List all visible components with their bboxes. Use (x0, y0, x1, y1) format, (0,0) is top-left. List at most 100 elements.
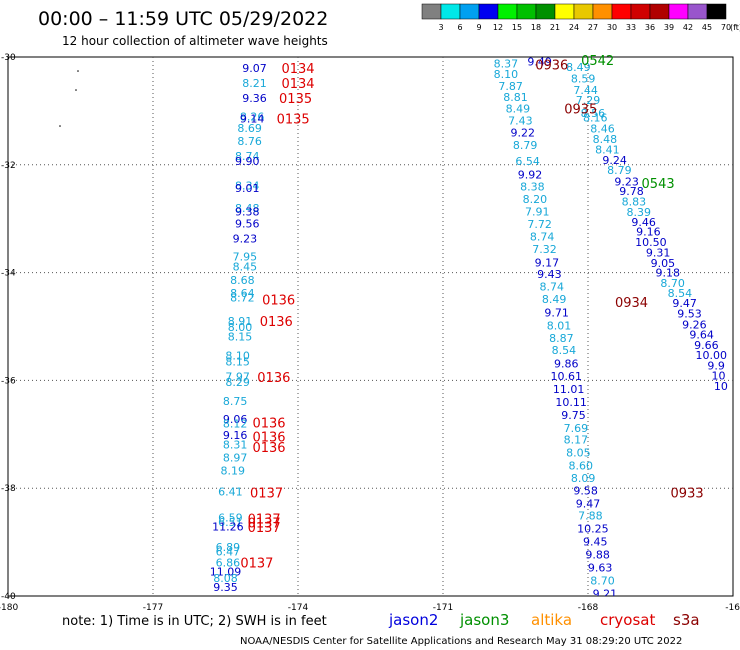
satellite-legend-altika: altika (531, 611, 572, 629)
swh-value-label: 11.26 (212, 520, 244, 533)
swh-value-label: 9.92 (518, 169, 543, 182)
swh-value-label: 11.09 (210, 566, 242, 579)
swh-value-label: 8.37 (494, 57, 519, 70)
swh-value-label: 9.26 (682, 318, 707, 331)
swh-value-label: 7.32 (532, 243, 557, 256)
x-tick-label: -171 (433, 603, 453, 613)
pass-time-label: 0135 (277, 112, 310, 127)
pass-time-label: 0936 (535, 59, 568, 74)
swh-value-label: 8.46 (590, 123, 615, 136)
swh-value-label: 8.41 (595, 144, 620, 157)
swh-value-label: 6.51 (218, 516, 243, 529)
swh-value-label: 8.49 (566, 61, 591, 74)
swh-value-label: 8.68 (230, 274, 255, 287)
swh-value-label: 9.9 (707, 359, 725, 372)
swh-value-label: 10 (712, 370, 726, 383)
swh-value-label: 9.45 (583, 536, 608, 549)
color-scale-label: 6 (457, 23, 462, 32)
swh-value-label: 8.10 (225, 350, 250, 363)
swh-value-label: 8.21 (242, 77, 267, 90)
units-note: note: 1) Time is in UTC; 2) SWH is in fe… (62, 614, 327, 629)
swh-value-label: 9.22 (511, 126, 536, 139)
color-scale-label: 21 (550, 23, 560, 32)
pass-time-label: 0136 (257, 371, 290, 386)
pass-time-label: 0135 (279, 92, 312, 107)
swh-value-label: 10.00 (696, 349, 728, 362)
swh-value-label: 9.90 (235, 155, 260, 168)
swh-value-label: 9.31 (646, 247, 671, 260)
swh-value-label: 9.36 (242, 92, 267, 105)
x-tick-label: -180 (0, 603, 18, 613)
pass-time-label: 0136 (252, 430, 285, 445)
color-scale-swatch (668, 3, 689, 20)
swh-value-label: 10.50 (635, 236, 667, 249)
swh-value-label: 8.70 (660, 277, 685, 290)
swh-value-label: 8.26 (240, 110, 265, 123)
swh-value-label: 9.23 (614, 176, 639, 189)
color-scale-swatch (630, 3, 651, 20)
swh-value-label: 9.23 (233, 233, 258, 246)
color-scale-label: 42 (683, 23, 693, 32)
swh-value-label: 7.72 (527, 218, 552, 231)
swh-value-label: 9.49 (527, 55, 552, 68)
color-scale-label: 39 (664, 23, 674, 32)
swh-value-label: 9.46 (631, 216, 656, 229)
swh-value-label: 8.79 (607, 164, 632, 177)
pass-time-label: 0137 (240, 557, 273, 572)
swh-value-label: 9.64 (689, 329, 714, 342)
color-scale-swatch (573, 3, 594, 20)
pass-time-label: 0136 (252, 416, 285, 431)
pass-time-label: 0935 (564, 103, 597, 118)
swh-value-label: 9.07 (242, 62, 267, 75)
color-scale-label: 33 (626, 23, 636, 32)
credit-line: NOAA/NESDIS Center for Satellite Applica… (240, 636, 682, 647)
swh-value-label: 8.34 (235, 179, 260, 192)
swh-value-label: 8.49 (506, 103, 531, 116)
color-scale-swatch (478, 3, 499, 20)
swh-value-label: 9.38 (235, 206, 260, 219)
swh-value-label: 7.69 (564, 422, 589, 435)
swh-value-label: 10.11 (555, 396, 587, 409)
swh-value-label: 8.75 (223, 395, 248, 408)
color-scale-label: 27 (588, 23, 598, 32)
swh-value-label: 9.58 (573, 484, 598, 497)
swh-value-label: 9.21 (593, 587, 618, 600)
color-scale-label: 9 (476, 23, 481, 32)
swh-value-label: 7.97 (225, 371, 250, 384)
swh-value-label: 7.43 (508, 115, 533, 128)
swh-value-label: 9.71 (544, 306, 569, 319)
pass-time-label: 0134 (281, 62, 314, 77)
swh-value-label: 8.54 (668, 287, 693, 300)
swh-value-label: 8.91 (228, 315, 253, 328)
swh-value-label: 7.29 (576, 94, 601, 107)
color-scale-swatch (706, 3, 727, 20)
y-tick-label: -38 (1, 484, 16, 494)
swh-value-label: 9.56 (235, 218, 260, 231)
x-tick-label: -177 (143, 603, 163, 613)
plot-frame (7, 56, 734, 597)
swh-value-label: 9.01 (235, 182, 260, 195)
swh-value-label: 8.20 (523, 193, 548, 206)
color-scale-swatch (497, 3, 518, 20)
swh-value-label: 8.38 (520, 180, 545, 193)
swh-value-label: 8.17 (564, 434, 589, 447)
swh-value-label: 8.87 (549, 332, 574, 345)
swh-value-label: 9.16 (636, 226, 661, 239)
swh-value-label: 6.89 (216, 541, 241, 554)
swh-value-label: 9.05 (651, 257, 676, 270)
swh-value-label: 9.16 (223, 429, 248, 442)
color-scale-swatch (554, 3, 575, 20)
color-scale-label: 36 (645, 23, 655, 32)
swh-value-label: 8.39 (627, 206, 652, 219)
swh-value-label: 10.25 (577, 523, 609, 536)
swh-value-label: 9.43 (537, 268, 562, 281)
swh-value-label: 8.15 (225, 356, 250, 369)
swh-value-label: 8.60 (569, 460, 594, 473)
swh-value-label: 9.63 (588, 561, 613, 574)
swh-value-label: 8.29 (225, 376, 250, 389)
swh-value-label: 10 (714, 380, 728, 393)
land-speck (59, 125, 61, 127)
color-scale-label: 45 (702, 23, 712, 32)
swh-value-label: 8.54 (552, 344, 577, 357)
